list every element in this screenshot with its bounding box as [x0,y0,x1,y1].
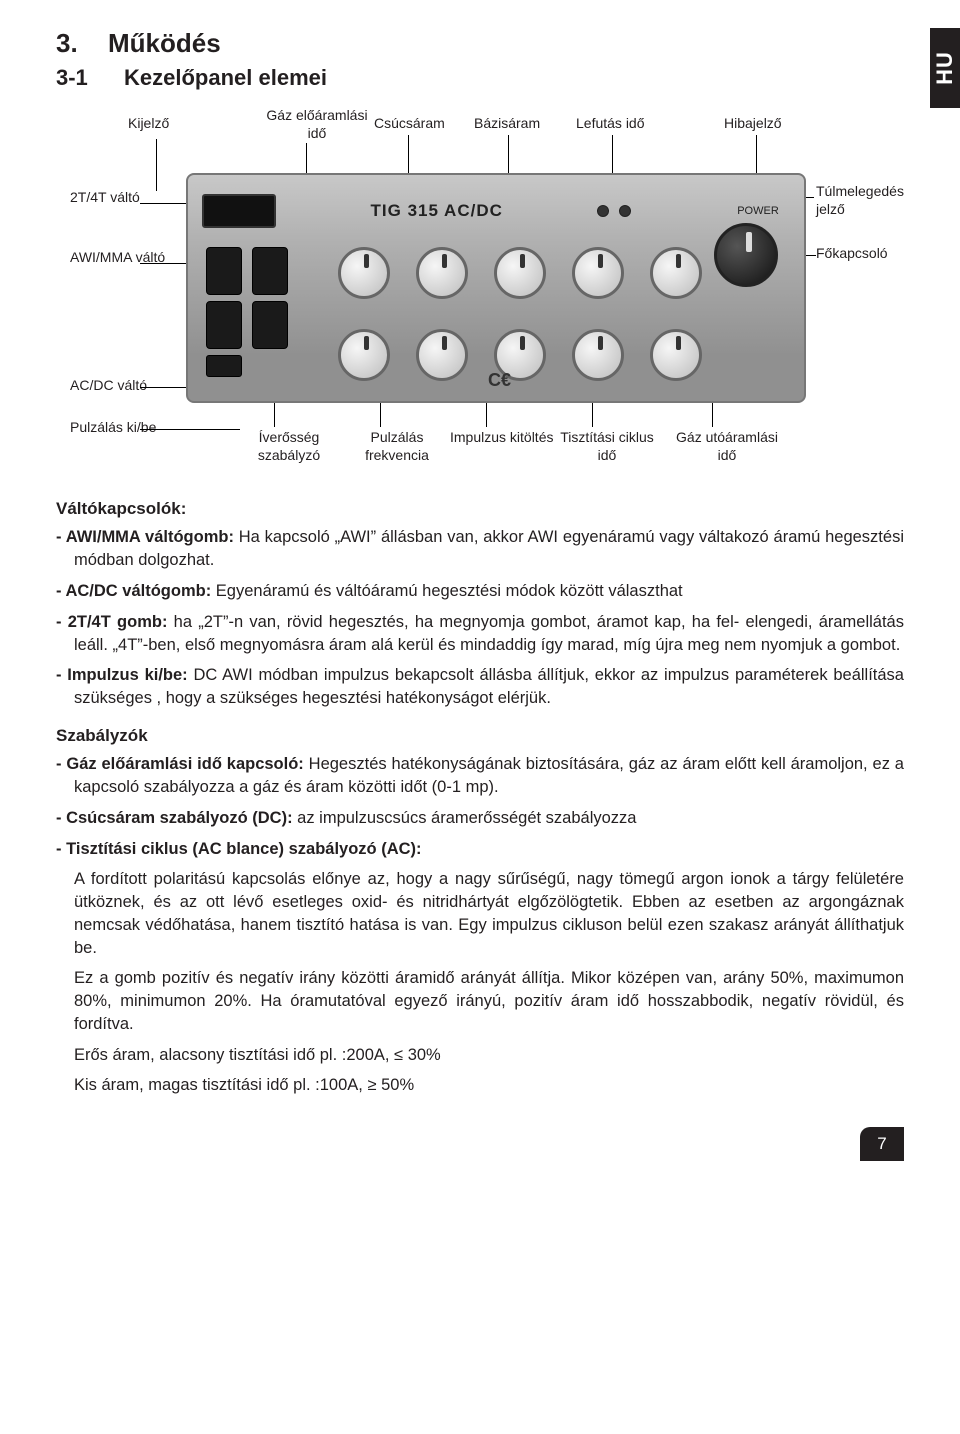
rocker [206,301,242,349]
callout-base-current: Bázisáram [474,115,540,133]
knob [338,247,390,299]
item-2t4t: - 2T/4T gomb: ha „2T”-n van, rövid heges… [56,611,904,657]
knob-row-bottom [338,329,702,381]
rocker [252,301,288,349]
item-csucs-label: - Csúcsáram szabályozó (DC): [56,809,293,827]
item-awimma-label: - AWI/MMA váltógomb: [56,528,234,546]
led-display [202,194,276,228]
ce-mark: C€ [488,370,511,391]
switches-heading: Váltókapcsolók: [56,497,904,520]
knob-row-top [338,247,702,299]
page-number-value: 7 [877,1134,886,1154]
section-heading: 3.Működés [56,28,904,59]
item-2t4t-text: ha „2T”-n van, rövid hegesztés, ha megny… [74,613,904,654]
knob [572,247,624,299]
item-csucs: - Csúcsáram szabályozó (DC): az impulzus… [56,807,904,830]
language-tab: HU [930,28,960,108]
callout-2t4t: 2T/4T váltó [70,189,140,207]
section-title: Működés [108,28,221,58]
knob [416,247,468,299]
control-panel-diagram: Kijelző Gáz előáramlási idő Csúcsáram Bá… [56,109,904,479]
body-text: Váltókapcsolók: - AWI/MMA váltógomb: Ha … [56,497,904,1097]
rocker [252,247,288,295]
item-tiszt: - Tisztítási ciklus (AC blance) szabályo… [56,838,904,861]
language-tab-label: HU [932,51,958,85]
knob [650,247,702,299]
subsection-title: Kezelőpanel elemei [124,65,327,90]
item-csucs-text: az impulzuscsúcs áramerősségét szabályoz… [293,809,637,827]
lamp [597,205,609,217]
subsection-heading: 3-1Kezelőpanel elemei [56,65,904,91]
callout-pulseduty: Impulzus kitöltés [450,429,553,447]
item-2t4t-label: - 2T/4T gomb: [56,613,167,631]
callout-overheat: Túlmelegedés jelző [816,183,904,218]
dc-button [206,355,242,377]
lead-line [156,139,157,191]
power-label: POWER [726,205,790,217]
lead-line [140,429,240,430]
lead-line [140,263,190,264]
para-example-high: Erős áram, alacsony tisztítási idő pl. :… [56,1044,904,1067]
para-ratio: Ez a gomb pozitív és negatív irány közöt… [56,967,904,1035]
item-tiszt-label: - Tisztítási ciklus (AC blance) szabályo… [56,840,422,858]
knob [416,329,468,381]
knob [494,247,546,299]
panel-photo: TIG 315 AC/DC POWER [186,173,806,403]
panel-top-bar: TIG 315 AC/DC POWER [188,191,804,231]
knob [572,329,624,381]
callout-arcforce: Íverősség szabályzó [234,429,344,464]
callout-mainswitch: Főkapcsoló [816,245,888,263]
para-polarity: A fordított polaritású kapcsolás előnye … [56,868,904,959]
para-example-low: Kis áram, magas tisztítási idő pl. :100A… [56,1074,904,1097]
subsection-number: 3-1 [56,65,124,91]
knob [338,329,390,381]
item-gazelo: - Gáz előáramlási idő kapcsoló: Hegeszté… [56,753,904,799]
item-acdc: - AC/DC váltógomb: Egyenáramú és váltóár… [56,580,904,603]
callout-pulseon: Pulzálás ki/be [70,419,156,437]
regulators-heading: Szabályzók [56,724,904,747]
section-number: 3. [56,28,108,59]
rocker [206,247,242,295]
item-gazelo-label: - Gáz előáramlási idő kapcsoló: [56,755,304,773]
knob [650,329,702,381]
callout-cleancycle: Tisztítási ciklus idő [552,429,662,464]
item-impkibe: - Impulzus ki/be: DC AWI módban impulzus… [56,664,904,710]
callout-downslope: Lefutás idő [576,115,645,133]
item-acdc-text: Egyenáramú és váltóáramú hegesztési módo… [211,582,682,600]
rocker-switches [206,247,292,377]
lead-line [140,203,190,204]
callout-preflow: Gáz előáramlási idő [262,107,372,142]
callout-postflow: Gáz utóáramlási idő [672,429,782,464]
callout-display: Kijelző [128,115,169,133]
item-awimma: - AWI/MMA váltógomb: Ha kapcsoló „AWI” á… [56,526,904,572]
callout-fault-led: Hibajelző [724,115,782,133]
power-knob [714,223,778,287]
callout-peak-current: Csúcsáram [374,115,445,133]
model-label: TIG 315 AC/DC [371,201,503,221]
lamp [619,205,631,217]
indicator-lamps [597,205,631,217]
callout-pulsefreq: Pulzálás frekvencia [342,429,452,464]
page-number: 7 [860,1127,904,1161]
item-impkibe-label: - Impulzus ki/be: [56,666,188,684]
item-impkibe-text: DC AWI módban impulzus bekapcsolt állásb… [74,666,904,707]
callout-acdc: AC/DC váltó [70,377,147,395]
item-acdc-label: - AC/DC váltógomb: [56,582,211,600]
